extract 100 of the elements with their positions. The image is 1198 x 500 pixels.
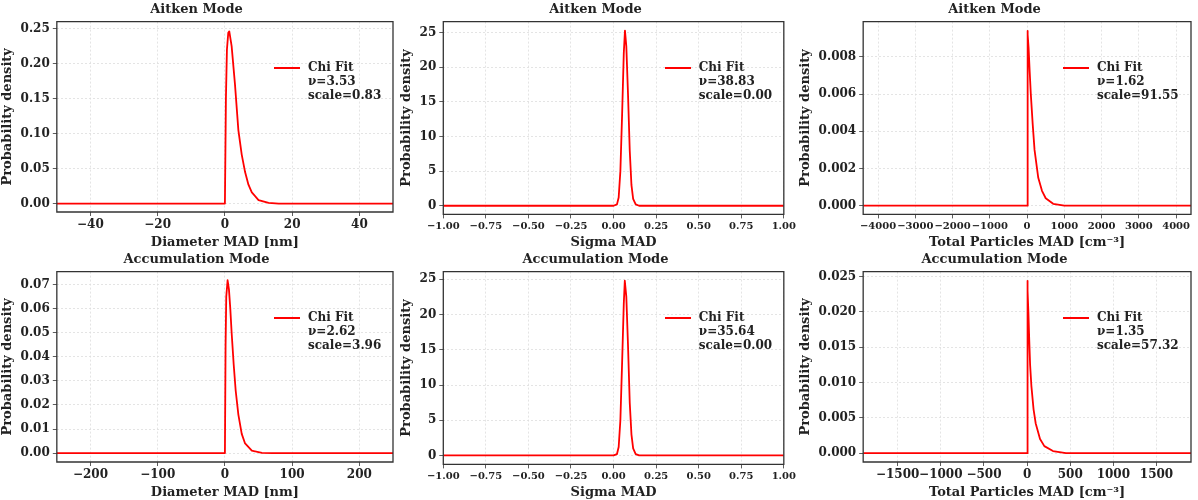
legend-label: Chi Fit ν=3.53 scale=0.83: [308, 59, 382, 102]
chart-title: Aitken Mode: [149, 1, 243, 17]
x-tick-label: 0.25: [643, 469, 669, 481]
x-tick-label: −1000: [919, 467, 963, 482]
x-tick-label: 0.75: [729, 219, 754, 231]
x-axis-title: Diameter MAD [nm]: [150, 233, 299, 249]
y-tick-label: 20: [419, 59, 437, 74]
x-tick-label: 3000: [1124, 219, 1153, 231]
x-tick-label: −200: [72, 467, 108, 482]
x-tick-label: −1000: [971, 219, 1008, 231]
y-tick-label: 0.000: [818, 445, 857, 460]
y-tick-label: 0.025: [818, 268, 857, 283]
x-tick-label: 0.50: [686, 219, 711, 231]
x-tick-label: 1000: [1050, 219, 1079, 231]
x-tick-label: 500: [1057, 467, 1083, 482]
y-axis-title: Probability density: [797, 297, 813, 436]
y-tick-label: 0.006: [818, 86, 857, 101]
y-axis-title: Probability density: [0, 297, 15, 436]
x-tick-label: −1.00: [426, 219, 460, 231]
x-tick-label: 2000: [1087, 219, 1116, 231]
y-tick-label: 0.015: [818, 339, 857, 354]
legend-label: Chi Fit ν=1.62 scale=91.55: [1097, 60, 1179, 103]
x-axis-title: Sigma MAD: [570, 233, 657, 249]
x-tick-label: 0: [220, 467, 230, 482]
x-tick-label: 200: [346, 467, 372, 482]
x-tick-label: −0.75: [469, 219, 503, 231]
x-tick-label: 1500: [1139, 467, 1174, 482]
x-tick-label: −2000: [934, 219, 971, 231]
x-tick-label: −20: [144, 217, 172, 232]
x-axis-title: Diameter MAD [nm]: [150, 483, 299, 499]
x-axis-title: Sigma MAD: [570, 483, 657, 499]
x-tick-label: 0.50: [686, 469, 711, 481]
x-tick-label: −500: [966, 467, 1002, 482]
x-tick-label: 1000: [1096, 467, 1131, 482]
y-tick-label: 0.005: [818, 409, 857, 424]
chart-title: Accumulation Mode: [122, 251, 270, 267]
legend-label: Chi Fit ν=35.64 scale=0.00: [698, 310, 773, 353]
y-tick-label: 0.25: [20, 20, 50, 35]
x-axis-title: Total Particles MAD [cm⁻³]: [929, 483, 1126, 499]
y-tick-label: 0.05: [20, 324, 50, 339]
y-tick-label: 0.04: [20, 348, 50, 363]
x-tick-label: 0.75: [729, 469, 754, 481]
legend-label: Chi Fit ν=1.35 scale=57.32: [1097, 309, 1179, 352]
y-tick-label: 0.02: [20, 397, 50, 412]
y-tick-label: 5: [427, 412, 437, 427]
x-tick-label: 0: [1023, 219, 1031, 231]
x-tick-label: 40: [351, 217, 368, 232]
x-tick-label: 4000: [1162, 219, 1191, 231]
x-tick-label: 20: [283, 217, 301, 232]
y-tick-label: 25: [419, 24, 437, 39]
x-tick-label: 0.25: [643, 219, 669, 231]
y-axis-title: Probability density: [398, 298, 414, 437]
x-tick-label: −40: [77, 217, 104, 232]
y-tick-label: 0.05: [20, 160, 50, 175]
legend-label: Chi Fit ν=38.83 scale=0.00: [698, 60, 773, 103]
x-tick-label: −3000: [897, 219, 934, 231]
x-axis-title: Total Particles MAD [cm⁻³]: [929, 233, 1126, 249]
x-tick-label: −0.25: [554, 469, 588, 481]
y-tick-label: 10: [419, 377, 437, 392]
x-tick-label: −0.75: [469, 469, 503, 481]
x-tick-label: 1.00: [771, 219, 797, 231]
x-tick-label: −0.25: [554, 219, 588, 231]
y-tick-label: 0: [427, 197, 437, 212]
y-tick-label: 0.01: [20, 421, 50, 436]
x-tick-label: −0.50: [512, 219, 545, 231]
y-tick-label: 0.06: [20, 300, 50, 315]
y-tick-label: 0.004: [818, 123, 857, 138]
y-tick-label: 0.15: [20, 90, 50, 105]
chart-title: Aitken Mode: [548, 1, 642, 17]
y-axis-title: Probability density: [398, 48, 414, 187]
x-tick-label: 1.00: [771, 469, 797, 481]
y-tick-label: 0.002: [818, 160, 857, 175]
y-tick-label: 10: [419, 128, 437, 143]
x-tick-label: −4000: [859, 219, 897, 231]
y-tick-label: 0.07: [20, 276, 50, 291]
legend-label: Chi Fit ν=2.62 scale=3.96: [308, 309, 382, 352]
y-tick-label: 5: [427, 163, 437, 178]
y-tick-label: 15: [419, 94, 437, 109]
y-tick-label: 15: [419, 341, 437, 356]
y-tick-label: 0: [427, 447, 437, 462]
y-tick-label: 0.008: [818, 49, 857, 64]
chart-title: Aitken Mode: [947, 1, 1041, 17]
y-tick-label: 0.03: [20, 373, 50, 388]
y-tick-label: 0.020: [818, 304, 857, 318]
y-tick-label: 0.20: [20, 55, 50, 70]
chart-title: Accumulation Mode: [920, 251, 1068, 267]
x-tick-label: 0: [1022, 467, 1032, 482]
y-axis-title: Probability density: [0, 47, 15, 186]
y-tick-label: 0.00: [20, 195, 50, 210]
x-tick-label: 0.00: [601, 219, 626, 231]
x-tick-label: −1500: [875, 467, 920, 482]
y-tick-label: 25: [419, 271, 437, 286]
x-tick-label: 0.00: [601, 469, 626, 481]
x-tick-label: 100: [279, 467, 305, 482]
y-tick-label: 20: [419, 306, 437, 321]
x-tick-label: 0: [220, 217, 230, 232]
x-tick-label: −100: [140, 467, 176, 482]
y-tick-label: 0.00: [20, 445, 50, 460]
y-tick-label: 0.000: [818, 197, 857, 212]
y-axis-title: Probability density: [797, 48, 813, 187]
